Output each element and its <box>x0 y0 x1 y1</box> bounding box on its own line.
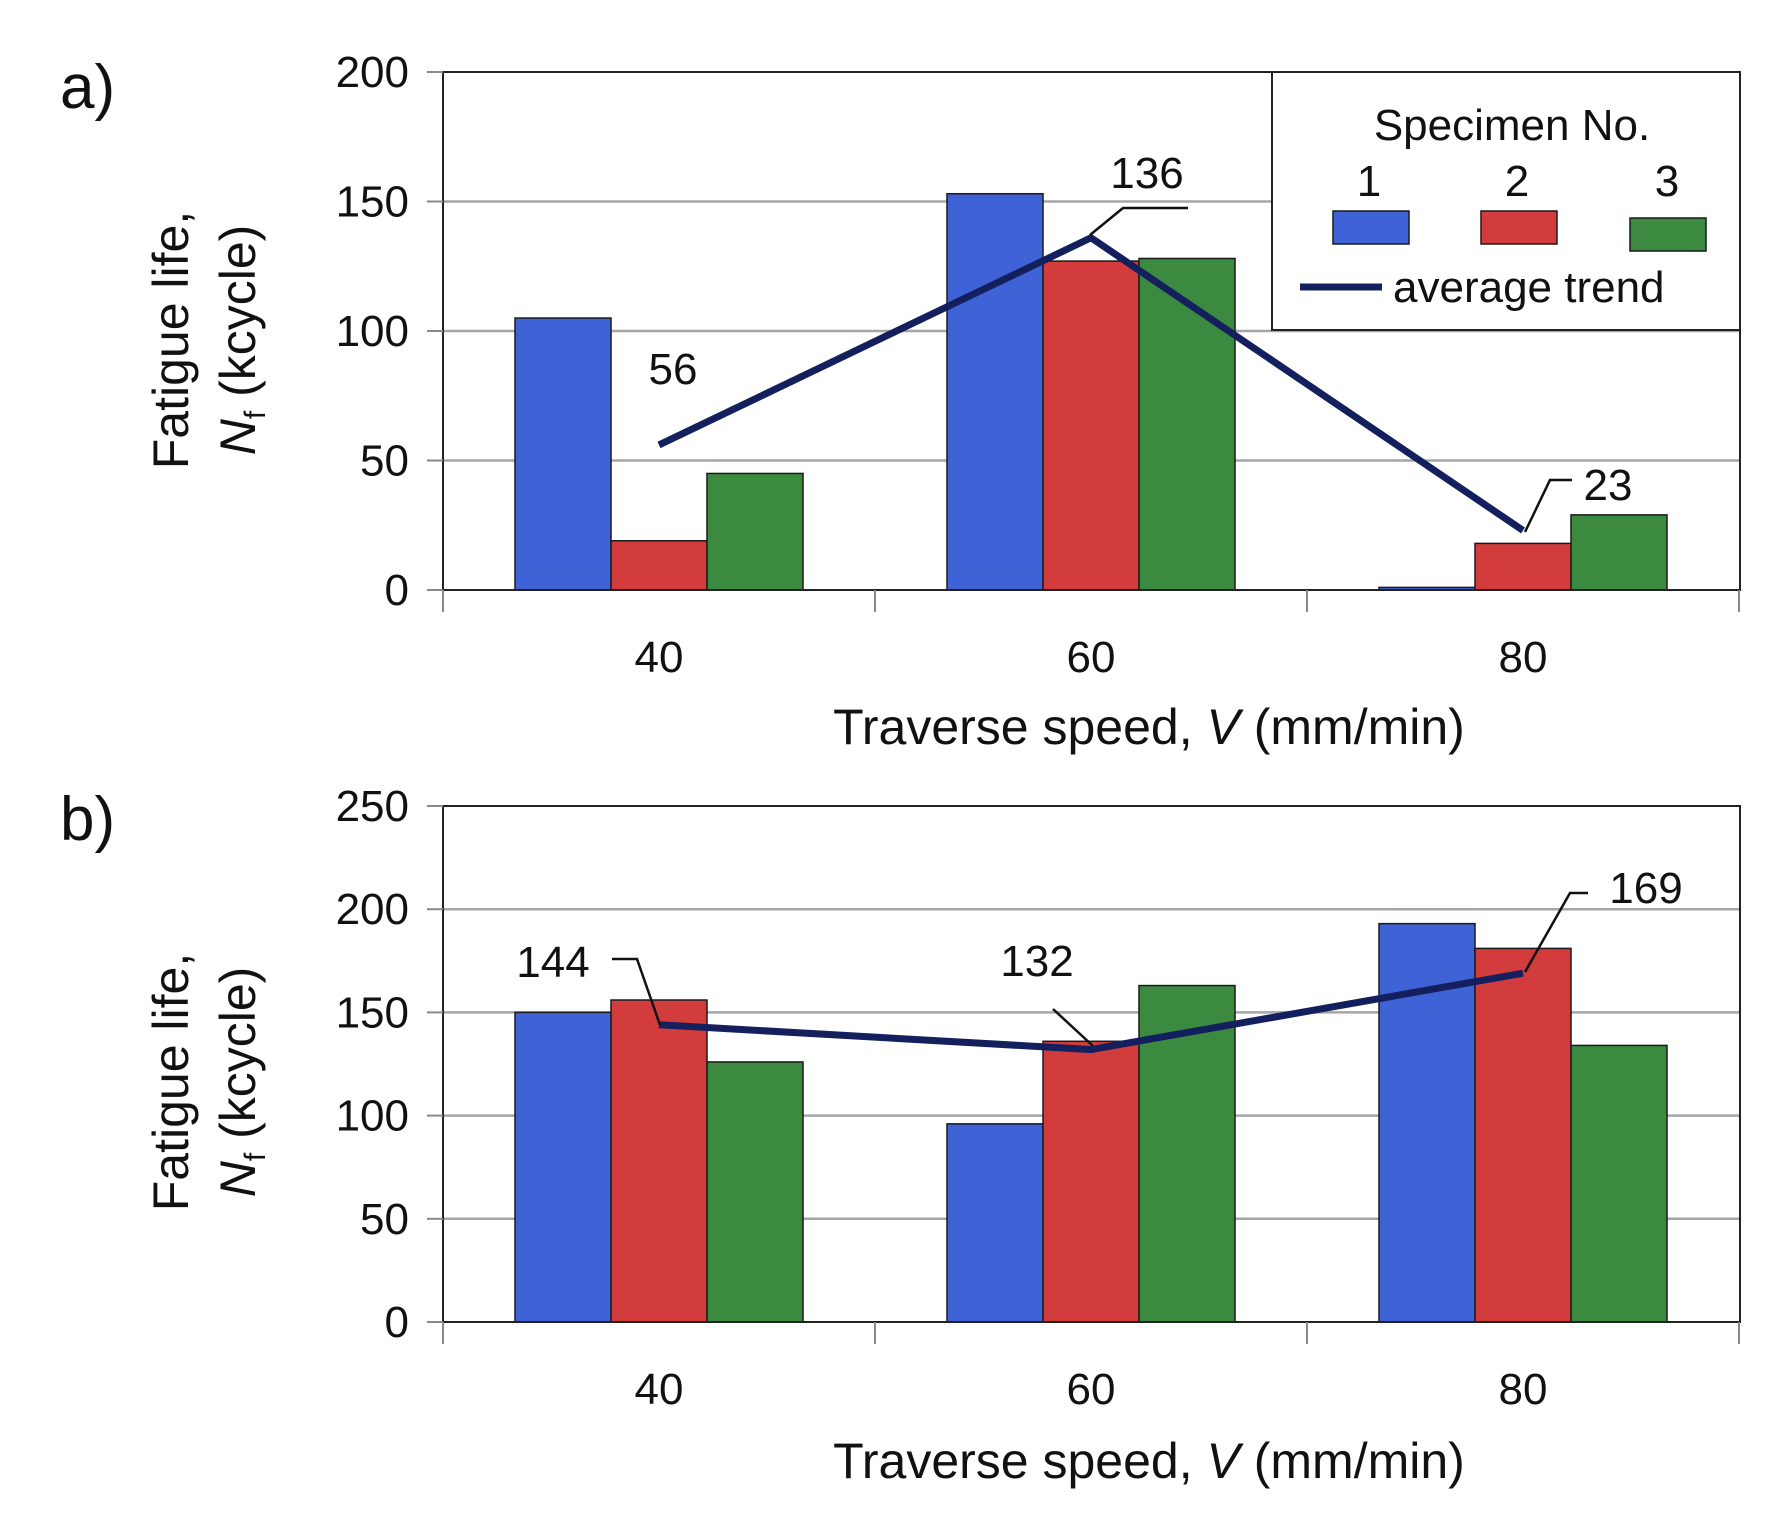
panel-a-y-unit: (kcycle) <box>210 225 266 411</box>
bar-series-3-speed-80 <box>1570 514 1668 591</box>
trend-value-label: 56 <box>649 345 698 394</box>
legend-swatch-3 <box>1629 217 1707 252</box>
x-tick-label: 40 <box>635 1365 684 1414</box>
panel-b-y-title-line1: Fatigue life, <box>143 953 199 1211</box>
legend-item-1-label: 1 <box>1357 157 1381 206</box>
panel-b-chart: b) 0 50 100 150 200 250 40 60 80 144 132 169 Fati… <box>60 782 1741 1489</box>
bar-series-2-speed-60 <box>1042 1040 1140 1323</box>
y-tick-label: 50 <box>360 437 409 486</box>
panel-b-y-subscript: f <box>239 1152 272 1161</box>
y-tick-label: 200 <box>336 48 409 97</box>
y-tick-label: 100 <box>336 1092 409 1141</box>
panel-a-y-title-line1: Fatigue life, <box>143 211 199 469</box>
label-leader-line <box>1052 1008 1094 1047</box>
panel-a-label: a) <box>60 53 115 122</box>
panel-a-x-title-prefix: Traverse speed, <box>833 699 1206 755</box>
panel-a-data-labels: 56 136 23 <box>649 149 1633 533</box>
bar-series-2-speed-80 <box>1474 947 1572 1323</box>
panel-a-x-axis-title: Traverse speed, V (mm/min) <box>833 699 1465 755</box>
bar-series-1-speed-60 <box>946 1123 1044 1323</box>
panel-b-y-axis-unit: Nf (kcycle) <box>210 967 272 1198</box>
bar-series-1-speed-40 <box>514 1011 612 1323</box>
legend: Specimen No. 1 2 3 average trend <box>1271 71 1741 331</box>
label-leader-line <box>1523 478 1572 533</box>
y-tick-label: 150 <box>336 178 409 227</box>
y-tick-label: 250 <box>336 782 409 831</box>
x-tick-label: 80 <box>1499 1365 1548 1414</box>
legend-item-3-label: 3 <box>1655 157 1679 206</box>
panel-a-x-title-suffix: (mm/min) <box>1240 699 1465 755</box>
y-tick-label: 100 <box>336 307 409 356</box>
panel-a-y-axis-unit: Nf (kcycle) <box>210 225 272 456</box>
trend-value-label: 169 <box>1609 864 1682 913</box>
panel-b-axes <box>427 805 1741 1344</box>
panel-a-trend <box>657 233 1525 534</box>
y-tick-label: 0 <box>385 566 409 615</box>
legend-trend-label: average trend <box>1393 263 1665 312</box>
bar-series-1-speed-40 <box>514 317 612 591</box>
x-tick-label: 60 <box>1067 633 1116 682</box>
x-tick-label: 60 <box>1067 1365 1116 1414</box>
y-tick-label: 0 <box>385 1298 409 1347</box>
trend-value-label: 136 <box>1110 149 1183 198</box>
panel-b-x-title-prefix: Traverse speed, <box>833 1433 1206 1489</box>
panel-a-y-subscript: f <box>239 410 272 419</box>
label-leader-line <box>1089 206 1188 236</box>
panel-b-x-tick-labels: 40 60 80 <box>635 1365 1548 1414</box>
panel-b-y-axis-title: Fatigue life, <box>143 953 199 1211</box>
bar-series-3-speed-60 <box>1138 257 1236 591</box>
bar-series-3-speed-40 <box>706 1061 804 1323</box>
bar-series-3-speed-80 <box>1570 1044 1668 1323</box>
trend-value-label: 132 <box>1000 937 1073 986</box>
panel-b-y-unit: (kcycle) <box>210 967 266 1153</box>
legend-swatch-2 <box>1480 210 1558 245</box>
trend-value-label: 23 <box>1584 461 1633 510</box>
bar-series-2-speed-40 <box>610 540 708 591</box>
trend-value-label: 144 <box>516 938 589 987</box>
bar-series-2-speed-40 <box>610 999 708 1323</box>
svg-text:Nf (kcycle): Nf (kcycle) <box>210 225 272 456</box>
plot-frame <box>442 805 1741 1323</box>
panel-a-x-tick-labels: 40 60 80 <box>635 633 1548 682</box>
panel-b-label: b) <box>60 785 115 854</box>
panel-b-x-axis-title: Traverse speed, V (mm/min) <box>833 1433 1465 1489</box>
bar-series-2-speed-80 <box>1474 542 1572 591</box>
panel-b-x-title-symbol: V <box>1207 1433 1245 1489</box>
bar-series-2-speed-60 <box>1042 260 1140 591</box>
y-tick-label: 50 <box>360 1195 409 1244</box>
panel-a-y-tick-labels: 0 50 100 150 200 <box>336 48 409 615</box>
y-tick-label: 200 <box>336 885 409 934</box>
panel-b-y-symbol: N <box>210 1160 266 1197</box>
panel-a-y-symbol: N <box>210 418 266 455</box>
panel-b-y-tick-labels: 0 50 100 150 200 250 <box>336 782 409 1347</box>
panel-b-bars <box>514 922 1668 1323</box>
label-leader-line <box>612 957 662 1026</box>
x-tick-label: 80 <box>1499 633 1548 682</box>
label-leader-line <box>1523 891 1588 973</box>
panel-a-bars <box>514 192 1668 591</box>
bar-series-3-speed-40 <box>706 472 804 591</box>
panel-b-x-title-suffix: (mm/min) <box>1240 1433 1465 1489</box>
bar-series-1-speed-60 <box>946 192 1044 591</box>
legend-title: Specimen No. <box>1374 101 1650 150</box>
panel-a-x-title-symbol: V <box>1207 699 1245 755</box>
svg-text:Nf (kcycle): Nf (kcycle) <box>210 967 272 1198</box>
y-tick-label: 150 <box>336 988 409 1037</box>
panel-a-y-axis-title: Fatigue life, <box>143 211 199 469</box>
legend-item-2-label: 2 <box>1505 157 1529 206</box>
panel-b-data-labels: 144 132 169 <box>516 864 1683 1047</box>
legend-swatch-1 <box>1332 210 1410 245</box>
x-tick-label: 40 <box>635 633 684 682</box>
